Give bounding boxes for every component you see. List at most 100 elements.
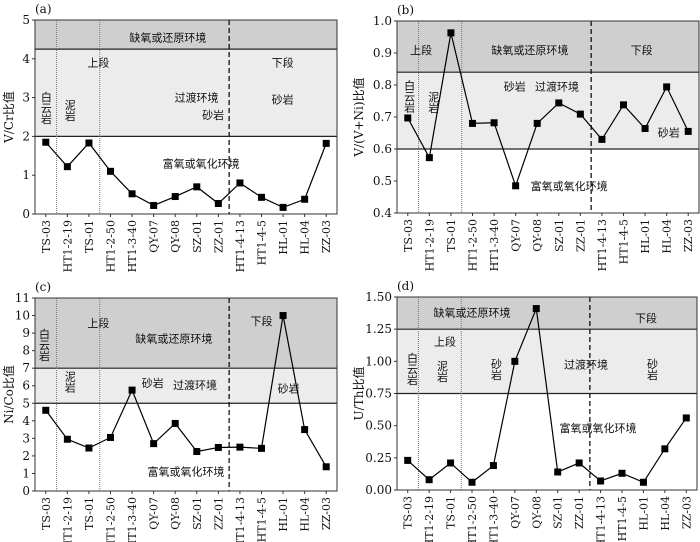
annotation: 富氧或氧化环境 — [163, 157, 240, 171]
x-tick-label: HT1-3-40 — [126, 220, 139, 272]
data-point — [490, 119, 498, 127]
annotation: 下段 — [272, 56, 294, 70]
x-tick-label: ZZ-03 — [320, 220, 333, 253]
data-point — [258, 193, 265, 201]
y-tick-label: 1 — [22, 168, 30, 182]
series-line — [407, 306, 687, 484]
y-tick-label: 0.6 — [373, 142, 392, 156]
annotation: 富氧或氧化环境 — [148, 465, 225, 479]
data-point — [533, 119, 541, 127]
y-tick-label: 3 — [22, 431, 30, 445]
x-tick-label: HL-04 — [659, 496, 672, 531]
band-transitional — [397, 72, 699, 149]
data-point — [425, 154, 433, 162]
y-tick-label: 0.5 — [373, 174, 392, 188]
x-tick-label: HT1-4-5 — [618, 219, 631, 264]
annotation: 砂岩 — [202, 108, 224, 122]
data-point — [236, 443, 244, 451]
annotation-vertical: 白云岩 — [406, 351, 419, 386]
x-tick-label: HL-01 — [639, 219, 652, 254]
x-tick-label: ZZ-03 — [680, 496, 693, 529]
annotation: 过渡环境 — [175, 91, 219, 105]
y-tick-label: 1.25 — [365, 322, 392, 336]
data-point — [301, 195, 309, 203]
data-point — [447, 459, 455, 467]
x-tick-label: QY-08 — [169, 497, 182, 530]
data-point — [279, 312, 287, 320]
annotation: 过渡环境 — [535, 79, 579, 93]
data-point — [322, 139, 330, 147]
annotation-vertical: 泥岩 — [436, 360, 449, 383]
data-point — [128, 386, 136, 394]
annotation: 砂岩 — [504, 79, 526, 93]
x-tick-label: SZ-01 — [191, 497, 204, 530]
data-point — [150, 201, 158, 209]
x-tick-label: HL-04 — [299, 497, 312, 532]
data-point — [85, 444, 93, 452]
annotation: 过渡环境 — [173, 378, 217, 392]
x-tick-label: HL-01 — [637, 496, 650, 531]
y-tick-label: 0.25 — [365, 451, 392, 465]
x-tick-label: ZZ-01 — [212, 220, 225, 253]
data-point — [171, 419, 179, 427]
data-point — [620, 101, 627, 109]
x-tick-label: QY-07 — [148, 497, 161, 530]
annotation: 缺氧或还原环境 — [434, 305, 511, 319]
y-tick-label: 9 — [22, 326, 30, 340]
data-point — [404, 456, 412, 464]
data-point — [532, 305, 540, 313]
data-point — [597, 477, 605, 485]
x-tick-label: HT1-2-50 — [105, 497, 118, 542]
x-tick-label: QY-08 — [530, 496, 543, 529]
data-point — [598, 135, 606, 143]
x-tick-label: ZZ-01 — [574, 219, 587, 252]
x-tick-label: HT1-2-19 — [423, 219, 436, 271]
data-point — [171, 193, 179, 201]
x-tick-label: HT1-2-50 — [105, 220, 118, 272]
data-point — [661, 445, 669, 453]
data-point — [193, 448, 201, 456]
y-axis-label: Ni/Co比值 — [1, 365, 16, 424]
panel-label: (d) — [397, 279, 414, 293]
data-point — [63, 435, 71, 443]
data-point — [575, 459, 583, 467]
y-tick-label: 5 — [22, 13, 30, 27]
x-tick-label: TS-01 — [445, 219, 458, 252]
x-tick-label: HT1-4-13 — [234, 497, 247, 542]
y-tick-label: 0.4 — [373, 206, 392, 220]
data-point — [425, 476, 433, 484]
y-tick-label: 0 — [22, 484, 30, 498]
data-point — [63, 163, 71, 171]
annotation: 上段 — [87, 316, 109, 330]
x-tick-label: QY-07 — [510, 219, 523, 252]
x-tick-label: ZZ-03 — [320, 497, 333, 530]
plot-frame — [34, 297, 338, 492]
y-tick-label: 2 — [22, 449, 30, 463]
series-line — [407, 32, 689, 188]
y-tick-label: 10 — [15, 309, 30, 323]
data-point — [554, 468, 562, 476]
data-point — [511, 357, 519, 365]
data-point — [468, 478, 476, 486]
annotation: 缺氧或还原环境 — [491, 43, 568, 57]
annotation: 砂岩 — [142, 376, 164, 390]
y-tick-label: 0.8 — [373, 78, 392, 92]
data-point — [301, 426, 309, 434]
annotation-vertical: 白云岩 — [38, 327, 51, 362]
data-point — [512, 182, 520, 190]
annotation: 下段 — [251, 314, 273, 328]
x-tick-label: HT1-2-19 — [61, 220, 74, 272]
data-point — [279, 203, 287, 211]
x-tick-label: SZ-01 — [552, 496, 565, 529]
annotation-vertical: 泥岩 — [427, 91, 440, 114]
y-tick-label: 8 — [22, 344, 30, 358]
x-tick-label: HL-04 — [299, 220, 312, 255]
annotation-vertical: 白云岩 — [39, 90, 52, 125]
annotation-vertical: 白云岩 — [403, 78, 416, 113]
annotation-vertical: 砂岩 — [490, 358, 503, 381]
x-tick-label: HT1-4-5 — [256, 497, 269, 542]
y-tick-label: 0 — [22, 207, 30, 221]
x-tick-label: HT1-3-40 — [488, 219, 501, 271]
